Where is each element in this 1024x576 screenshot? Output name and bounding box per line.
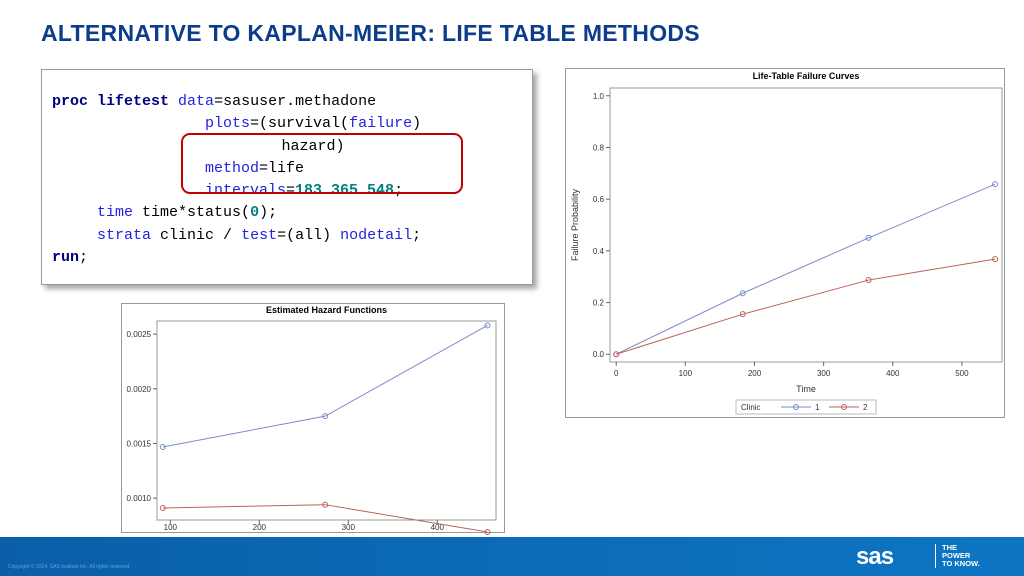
txt: =(all)	[277, 226, 332, 244]
y-tick-label: 1.0	[593, 92, 605, 101]
point	[322, 413, 329, 420]
code-line: proc lifetest data=sasuser.methadone	[52, 91, 532, 113]
txt: =(survival(	[250, 115, 350, 133]
y-tick-label: 0.0025	[127, 330, 152, 339]
y-tick-label: 0.8	[593, 143, 605, 152]
point	[613, 351, 620, 358]
x-tick-label: 200	[253, 523, 267, 532]
series-line	[162, 324, 488, 448]
point	[484, 529, 491, 536]
x-tick-label: 300	[342, 523, 356, 532]
x-tick-label: 400	[431, 523, 445, 532]
y-tick-label: 0.4	[593, 247, 605, 256]
y-axis-label: Failure Probability	[570, 188, 580, 261]
point	[484, 322, 491, 329]
txt: ;	[412, 226, 422, 244]
highlight-box	[181, 133, 463, 194]
point	[739, 290, 746, 297]
x-tick-label: 300	[817, 369, 831, 378]
opt: method	[205, 159, 260, 177]
txt: )	[412, 115, 422, 133]
charts: Estimated Hazard Functions0.00100.00150.…	[121, 68, 1005, 536]
opt: failure	[349, 115, 413, 133]
point	[159, 443, 166, 450]
series-line	[616, 258, 996, 355]
tagline-line: THE	[942, 543, 957, 552]
copyright: Copyright © 2014, SAS Institute Inc. All…	[8, 564, 131, 570]
series-line	[616, 183, 996, 355]
chart-frame	[565, 68, 1005, 418]
legend-marker	[841, 404, 847, 410]
txt: ;	[79, 249, 89, 267]
plot-area	[156, 320, 497, 521]
legend-label: 2	[863, 403, 868, 412]
plot-area	[609, 87, 1003, 363]
point	[992, 256, 999, 263]
x-tick-label: 100	[164, 523, 178, 532]
txt: =sasuser.methadone	[214, 93, 377, 110]
slide-title: ALTERNATIVE TO KAPLAN-MEIER: LIFE TABLE …	[41, 20, 700, 46]
opt: nodetail	[340, 226, 413, 244]
point	[322, 501, 329, 508]
code-line: time time*status(0);	[52, 202, 532, 224]
x-tick-label: 200	[748, 369, 762, 378]
point	[865, 277, 872, 284]
x-tick-label: 500	[955, 369, 969, 378]
txt: =life	[259, 159, 305, 177]
opt: data	[178, 93, 215, 110]
txt: );	[259, 204, 278, 222]
txt: time*status(	[142, 204, 251, 222]
legend-title: Clinic	[741, 403, 761, 412]
footer-bar: Copyright © 2014, SAS Institute Inc. All…	[0, 537, 1024, 576]
code-line: hazard)	[52, 136, 532, 158]
series-line	[162, 504, 488, 533]
txt: =	[286, 182, 296, 200]
point	[992, 181, 999, 188]
txt: hazard)	[281, 137, 345, 155]
chart-title: Estimated Hazard Functions	[266, 305, 387, 315]
legend-label: 1	[815, 403, 820, 412]
tagline-line: TO KNOW.	[942, 559, 980, 568]
opt: plots	[205, 115, 251, 133]
x-tick-label: 0	[614, 369, 619, 378]
opt: intervals	[205, 182, 287, 200]
code-line: run;	[52, 247, 532, 269]
x-tick-label: 400	[886, 369, 900, 378]
tagline: THE POWER TO KNOW.	[935, 544, 980, 568]
txt: clinic /	[160, 226, 233, 244]
point	[159, 504, 166, 511]
num: 0	[250, 204, 260, 222]
legend-marker	[793, 404, 799, 410]
code-line: strata clinic / test=(all) nodetail;	[52, 225, 532, 247]
logo: sas	[856, 543, 894, 570]
code-line: plots=(survival(failure)	[52, 113, 532, 135]
tagline-line: POWER	[942, 551, 971, 560]
kw: run	[52, 249, 80, 267]
y-tick-label: 0.0010	[127, 494, 152, 503]
point	[865, 234, 872, 241]
chart-title: Life-Table Failure Curves	[753, 71, 860, 81]
y-tick-label: 0.0	[593, 350, 605, 359]
point	[739, 311, 746, 318]
y-tick-label: 0.0020	[127, 385, 152, 394]
kw: proc lifetest	[52, 93, 170, 110]
y-tick-label: 0.2	[593, 299, 605, 308]
code-block: proc lifetest data=sasuser.methadone plo…	[41, 69, 533, 285]
opt: strata	[97, 226, 152, 244]
x-tick-label: 100	[679, 369, 693, 378]
txt: ;	[394, 182, 404, 200]
code-line: intervals=183 365 548;	[52, 180, 532, 202]
num: 183 365 548	[295, 182, 395, 200]
x-axis-label: Time	[796, 384, 816, 394]
code-line: method=life	[52, 158, 532, 180]
opt: test	[241, 226, 278, 244]
opt: time	[97, 204, 134, 222]
y-tick-label: 0.6	[593, 195, 605, 204]
y-tick-label: 0.0015	[127, 439, 152, 448]
